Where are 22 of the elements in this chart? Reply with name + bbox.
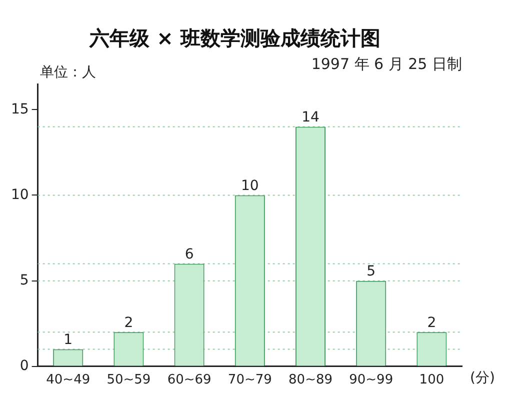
chart-title: 六年级 × 班数学测验成绩统计图 xyxy=(88,26,380,50)
x-axis-title: (分) xyxy=(470,370,495,386)
y-tick-label: 5 xyxy=(20,272,29,288)
x-tick-label: 50~59 xyxy=(106,372,151,388)
x-tick-label: 100 xyxy=(419,372,444,388)
data-label: 10 xyxy=(240,178,259,194)
y-tick-label: 10 xyxy=(10,186,29,203)
x-tick-label: 70~79 xyxy=(228,372,272,388)
x-tick-label: 60~69 xyxy=(167,372,212,388)
data-label: 2 xyxy=(124,314,134,331)
data-label: 14 xyxy=(302,109,320,126)
y-axis-title: 单位：人 xyxy=(40,64,96,81)
y-tick-label: 0 xyxy=(20,358,29,374)
x-tick-label: 40~49 xyxy=(46,372,90,388)
data-label: 5 xyxy=(366,263,376,280)
x-tick-label: 80~89 xyxy=(288,372,332,388)
x-tick-label: 90~99 xyxy=(349,372,394,388)
y-tick-label: 15 xyxy=(10,101,29,118)
data-label: 1 xyxy=(64,332,73,348)
chart-subtitle: 1997 年 6 月 25 日制 xyxy=(311,54,462,73)
data-label: 6 xyxy=(184,246,194,262)
data-label: 2 xyxy=(427,314,436,331)
